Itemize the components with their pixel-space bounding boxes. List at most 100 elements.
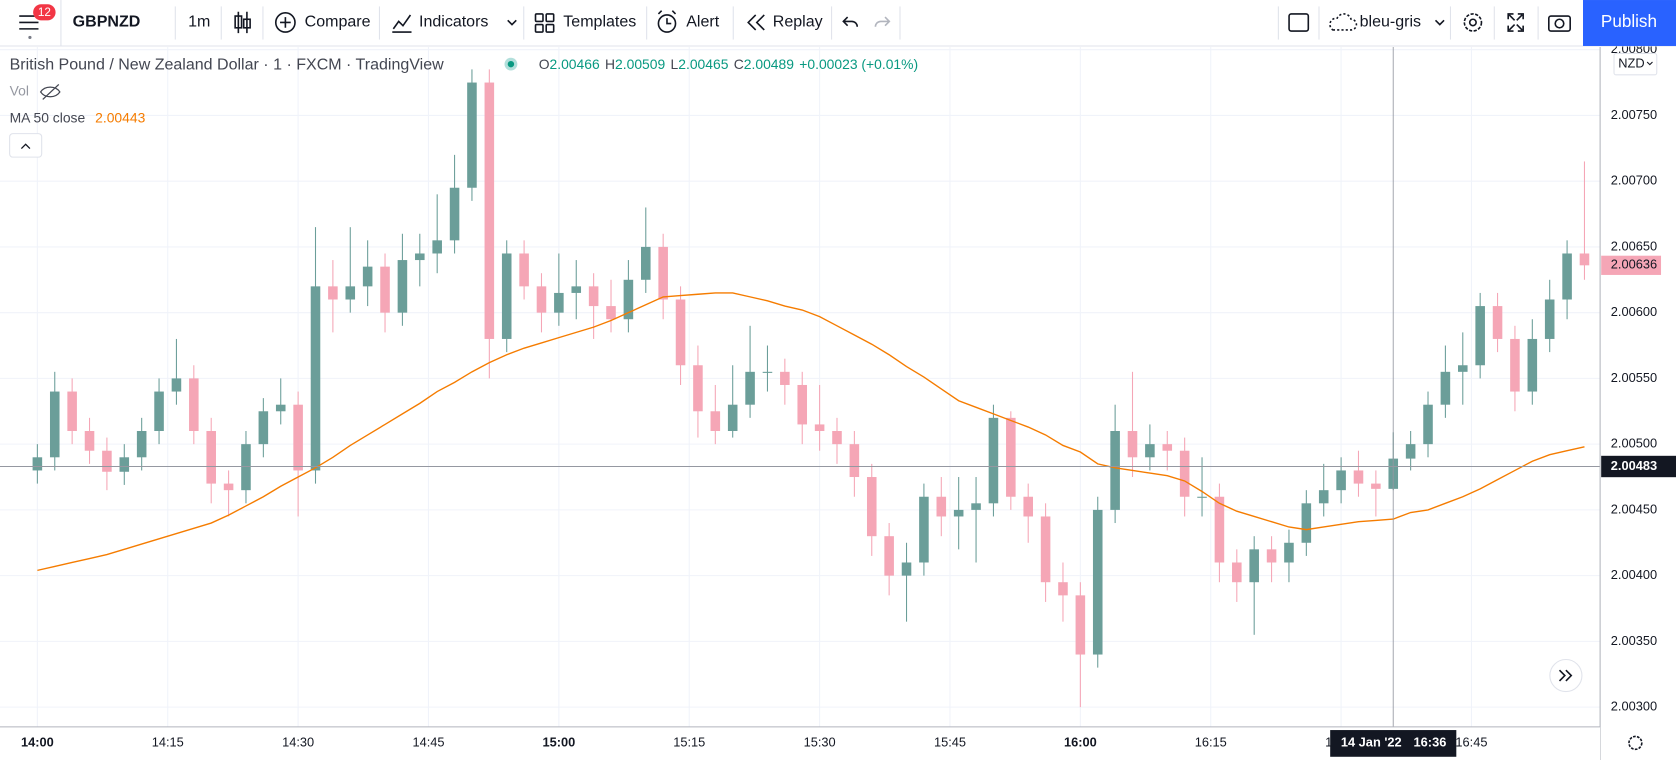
y-tick-label: 2.00650 bbox=[1611, 238, 1657, 253]
candle-icon-body bbox=[242, 18, 251, 29]
redo-button[interactable] bbox=[874, 16, 891, 27]
candle-body bbox=[1458, 365, 1468, 372]
ohlc: O2.00466 H2.00509 L2.00465 C2.00489 +0.00023… bbox=[539, 56, 918, 72]
replay-button[interactable]: Replay bbox=[747, 13, 823, 31]
x-tick-label: 14:45 bbox=[412, 734, 444, 749]
collapse-icon bbox=[20, 143, 31, 150]
ohlc-value: 2.00465 bbox=[678, 56, 728, 72]
ohlc-key: O bbox=[539, 56, 550, 72]
candle-body bbox=[1179, 450, 1190, 497]
series-title: British Pound / New Zealand Dollar · 1 ·… bbox=[10, 55, 445, 73]
templates-icon bbox=[534, 23, 544, 33]
candle-body bbox=[797, 384, 808, 425]
chevron bbox=[507, 19, 517, 26]
menu-dot bbox=[28, 35, 32, 40]
candle-body bbox=[536, 286, 547, 313]
undo-button[interactable] bbox=[842, 16, 859, 27]
replay-icon bbox=[747, 14, 765, 31]
scroll-button[interactable] bbox=[1549, 658, 1583, 693]
chart-style-button[interactable] bbox=[234, 11, 251, 34]
candle-body bbox=[1284, 542, 1294, 563]
candle-body bbox=[258, 411, 269, 445]
compare-label: Compare bbox=[305, 13, 371, 31]
candle-body bbox=[1562, 253, 1572, 300]
settings-button[interactable] bbox=[1463, 13, 1483, 32]
menu-button[interactable]: 12 bbox=[19, 4, 56, 40]
candle-body bbox=[884, 536, 894, 576]
candle-body bbox=[1475, 306, 1485, 366]
scroll-icon bbox=[1558, 669, 1573, 682]
candle-body bbox=[1058, 582, 1068, 596]
candle-body bbox=[501, 253, 512, 339]
axis-settings-button[interactable] bbox=[1628, 735, 1643, 751]
alert-button[interactable]: Alert bbox=[657, 10, 720, 33]
candle-body bbox=[467, 82, 477, 188]
candle-body bbox=[1197, 496, 1207, 498]
alarm-icon-hands bbox=[657, 10, 677, 25]
y-tick-label: 2.00350 bbox=[1611, 633, 1657, 648]
currency: NZD bbox=[1618, 56, 1644, 71]
y-tick-label: 2.00500 bbox=[1611, 436, 1657, 451]
candle-body bbox=[1510, 338, 1520, 392]
candle-body bbox=[328, 286, 338, 300]
crosshair-time-bg bbox=[1330, 730, 1457, 757]
x-tick-label: 16:00 bbox=[1064, 734, 1097, 749]
candle-body bbox=[345, 286, 356, 300]
chevron bbox=[1434, 19, 1445, 26]
templates-button[interactable]: Templates bbox=[534, 13, 637, 33]
crosshair-time-label: 16:36 bbox=[1414, 734, 1447, 749]
publish-button[interactable]: Publish bbox=[1583, 0, 1676, 46]
candle-body bbox=[658, 246, 668, 300]
candle-body bbox=[1492, 306, 1503, 339]
currency-button[interactable] bbox=[1613, 52, 1658, 76]
symbol[interactable]: GBPNZD bbox=[73, 13, 141, 31]
candle-body bbox=[1214, 496, 1225, 563]
layout-button[interactable]: bleu-gris bbox=[1329, 13, 1445, 31]
candle-body bbox=[32, 457, 43, 471]
hidden-icon[interactable] bbox=[39, 83, 61, 100]
indicators-label: Indicators bbox=[419, 13, 488, 31]
candle-body bbox=[640, 246, 651, 280]
candle-body bbox=[397, 260, 408, 313]
select-button[interactable] bbox=[1288, 13, 1310, 32]
candle-body bbox=[901, 562, 912, 576]
candle-body bbox=[1336, 470, 1346, 491]
indicators-button[interactable]: Indicators bbox=[392, 13, 517, 33]
candle-body bbox=[84, 430, 95, 451]
crosshair-price-label: 2.00483 bbox=[1611, 458, 1657, 473]
templates-icon bbox=[545, 23, 555, 33]
candle-body bbox=[693, 365, 703, 412]
candle-body bbox=[1371, 483, 1381, 489]
collapse-button[interactable] bbox=[9, 133, 43, 158]
candle-body bbox=[1092, 509, 1103, 655]
plus-icon bbox=[280, 17, 291, 28]
candle-body bbox=[380, 266, 390, 313]
candle-body bbox=[606, 306, 616, 320]
interval[interactable]: 1m bbox=[188, 13, 210, 31]
snapshot-button[interactable] bbox=[1548, 15, 1571, 32]
candle-body bbox=[310, 286, 321, 471]
toolbar-bg bbox=[0, 0, 1676, 46]
camera-lens bbox=[1554, 18, 1565, 29]
badge bbox=[33, 4, 56, 21]
volume-label[interactable]: Vol bbox=[10, 83, 29, 99]
templates-icon bbox=[545, 13, 555, 23]
candle-body bbox=[102, 450, 112, 472]
candle-body bbox=[849, 444, 860, 478]
candle-body bbox=[1127, 430, 1138, 458]
y-tick-label: 2.00550 bbox=[1611, 370, 1657, 385]
candle-body bbox=[588, 286, 599, 307]
candle-body bbox=[1266, 549, 1277, 563]
fullscreen-button[interactable] bbox=[1507, 13, 1524, 32]
candle-body bbox=[971, 503, 981, 510]
candle-body bbox=[241, 444, 251, 491]
candle-body bbox=[988, 417, 999, 504]
candle-body bbox=[1075, 595, 1086, 655]
compare-button[interactable]: Compare bbox=[274, 12, 371, 33]
candle-body bbox=[953, 509, 964, 517]
ma-label[interactable]: MA 50 close bbox=[10, 109, 86, 125]
candle-body bbox=[49, 391, 60, 458]
candle-body bbox=[554, 292, 564, 313]
candle-body bbox=[1318, 490, 1329, 504]
x-tick-label: 15:00 bbox=[542, 734, 575, 749]
